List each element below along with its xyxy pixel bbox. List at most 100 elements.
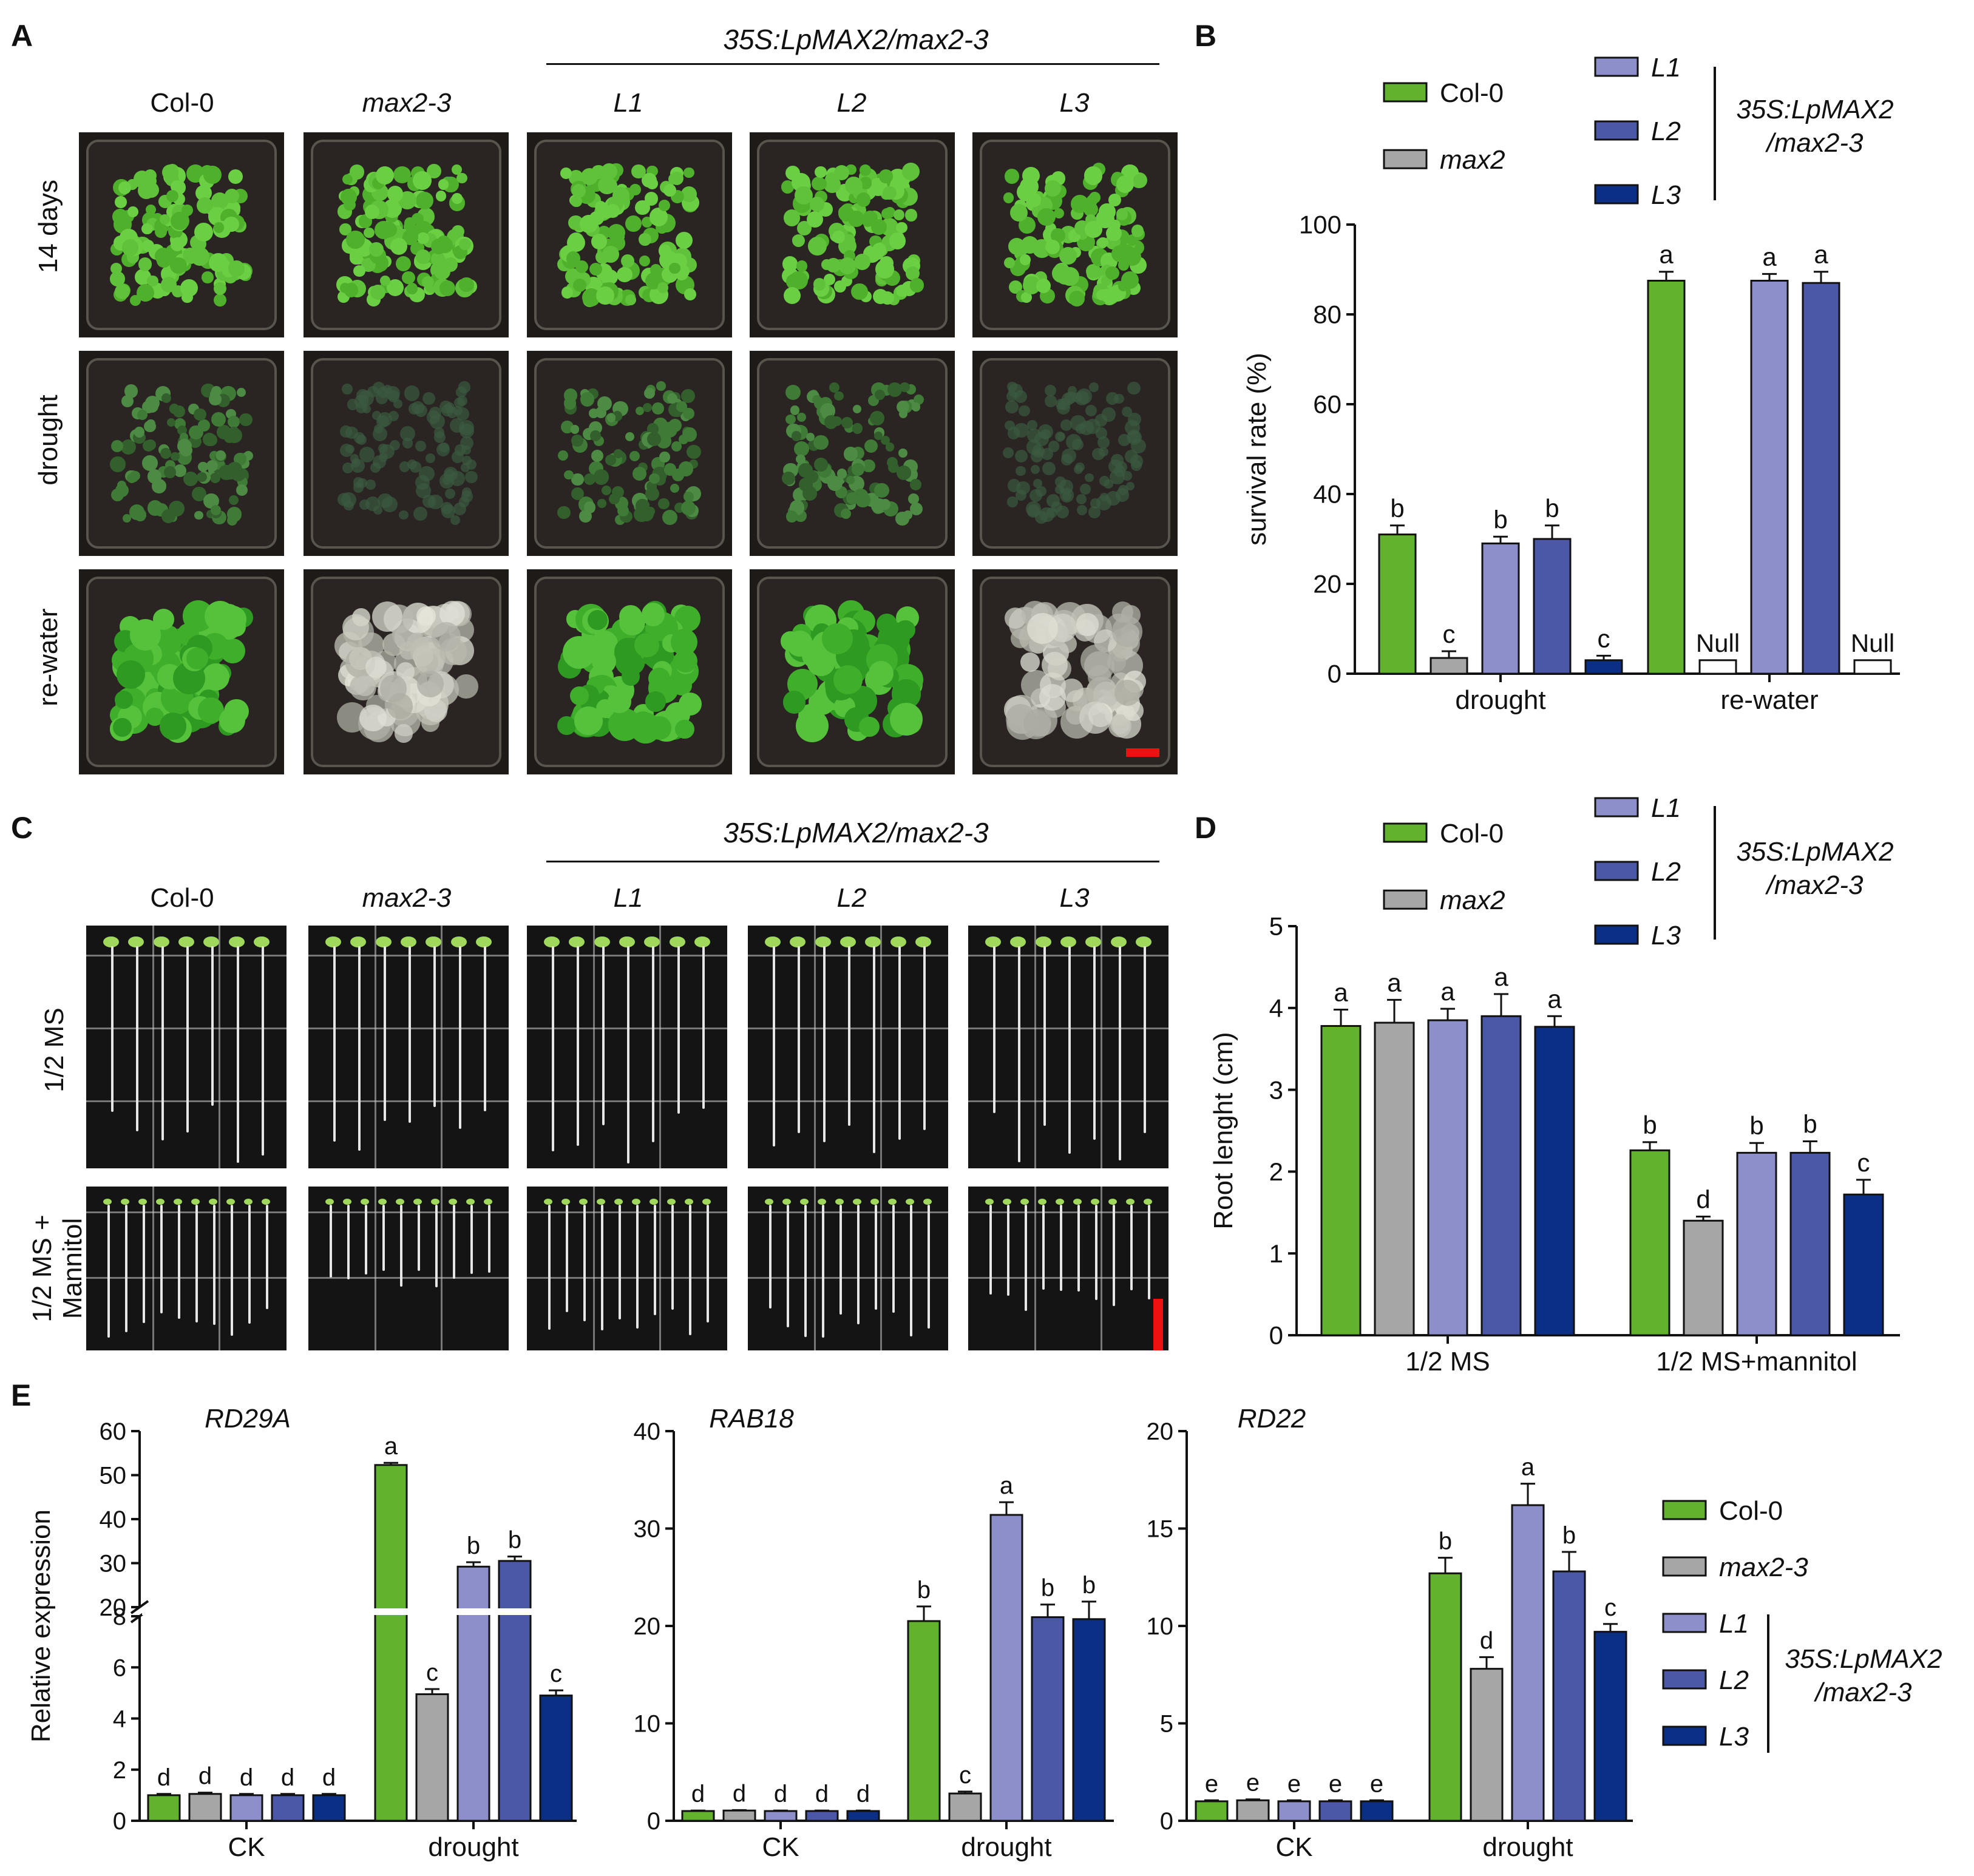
root-plate-row2-col3 — [527, 1187, 727, 1350]
legend-label-L2: L2 — [1651, 117, 1681, 146]
significance-letter-D: c — [1857, 1148, 1870, 1177]
legend-group-label-line1: 35S:LpMAX2 — [1736, 837, 1893, 867]
y-tick-label-E2: 10 — [634, 1711, 661, 1738]
panel-a-group-label: 35S:LpMAX2/max2-3 — [723, 24, 989, 55]
bar-D-Col-0-1/2 MS — [1320, 1024, 1362, 1336]
panel-letter-c: C — [11, 811, 33, 845]
x-category-label-E3: drought — [1482, 1832, 1573, 1862]
legend-swatch-Col-0 — [1383, 822, 1428, 843]
legend-label-Col-0: Col-0 — [1440, 78, 1504, 108]
significance-letter-E3: e — [1205, 1770, 1218, 1797]
bar-E2-L1-drought — [989, 1514, 1023, 1822]
significance-letter-E2: d — [691, 1781, 705, 1807]
panel-c-col-max2-3: max2-3 — [362, 883, 452, 913]
significance-letter-E3: a — [1521, 1454, 1535, 1481]
significance-letter-E3: e — [1370, 1770, 1383, 1797]
plant-photo-row1-col1 — [79, 132, 284, 337]
significance-letter-E3: e — [1329, 1770, 1342, 1797]
y-tick-label-E1: 40 — [100, 1506, 127, 1533]
y-tick-label-E1: 6 — [113, 1654, 126, 1681]
significance-letter-D: a — [1494, 963, 1508, 991]
panel-a-col-col0: Col-0 — [150, 88, 214, 118]
legend-label-L2: L2 — [1719, 1665, 1749, 1695]
bar-E2-Col-0-CK — [681, 1810, 715, 1822]
significance-letter-B: a — [1659, 240, 1674, 269]
significance-letter-E3: e — [1246, 1770, 1260, 1796]
significance-letter-D: a — [1387, 968, 1402, 997]
bar-E2-Col-0-drought — [907, 1620, 941, 1822]
legend-group-label-line2: /max2-3 — [1814, 1678, 1912, 1707]
y-tick-label-E1: 0 — [113, 1808, 126, 1835]
plant-photo-row3-col4 — [750, 569, 955, 774]
y-axis-label-B: survival rate (%) — [1242, 353, 1272, 546]
bar-B-L3-drought — [1584, 659, 1623, 675]
bar-E1-Col-0-CK — [147, 1794, 181, 1822]
bar-E2-L3-drought — [1072, 1618, 1106, 1822]
y-tick-label-D: 4 — [1269, 994, 1283, 1023]
bar-D-L2-1/2 MS — [1480, 1015, 1522, 1336]
bar-D-Col-0-1/2 MS+mannitol — [1629, 1149, 1670, 1336]
significance-letter-D: b — [1803, 1110, 1817, 1139]
bar-D-L3-1/2 MS+mannitol — [1843, 1193, 1884, 1336]
x-category-label-E1: drought — [428, 1832, 518, 1862]
significance-letter-E2: d — [815, 1781, 829, 1807]
y-tick-label-E1: 20 — [100, 1594, 127, 1621]
root-plate-row1-col2 — [308, 926, 509, 1168]
panel-a-col-l1: L1 — [613, 88, 643, 118]
legend-label-max2: max2 — [1440, 145, 1505, 175]
bar-B-L2-drought — [1533, 538, 1572, 675]
legend-label-L3: L3 — [1651, 180, 1681, 210]
root-plate-row2-col1 — [86, 1187, 287, 1350]
significance-letter-E2: c — [959, 1762, 971, 1789]
significance-letter-B: a — [1814, 240, 1828, 269]
root-plate-row2-col4 — [748, 1187, 948, 1350]
significance-letter-E3: b — [1439, 1528, 1452, 1555]
bar-B-L3-re-water — [1853, 659, 1892, 675]
legend-swatch-L1 — [1594, 56, 1639, 77]
bar-E1-Col-0-drought — [374, 1464, 408, 1822]
legend-swatch-L1 — [1594, 797, 1639, 818]
panel-a-col-l3: L3 — [1059, 88, 1090, 118]
bar-B-Col-0-re-water — [1647, 280, 1686, 675]
bar-E1-L2-CK — [271, 1794, 305, 1822]
y-tick-label-D: 2 — [1269, 1157, 1283, 1186]
plant-photo-row1-col3 — [527, 132, 732, 337]
chart-title-E1: RD29A — [205, 1404, 291, 1434]
bar-E2-L3-CK — [846, 1810, 880, 1822]
legend-swatch-L1 — [1662, 1613, 1707, 1633]
bar-E3-max2-3-drought — [1470, 1668, 1504, 1822]
legend-group-label-line2: /max2-3 — [1765, 870, 1864, 900]
significance-letter-E2: b — [1041, 1575, 1054, 1602]
panel-a-col-max2-3: max2-3 — [362, 88, 452, 118]
significance-letter-E1: d — [240, 1764, 253, 1791]
root-plate-row1-col1 — [86, 926, 287, 1168]
legend-swatch-L3 — [1662, 1725, 1707, 1746]
legend-label-L3: L3 — [1719, 1722, 1749, 1752]
significance-letter-E3: e — [1287, 1770, 1301, 1797]
x-category-label-D: 1/2 MS — [1405, 1347, 1490, 1377]
legend-group-label-line1: 35S:LpMAX2 — [1785, 1644, 1942, 1674]
significance-letter-E2: d — [733, 1780, 746, 1807]
panel-c-group-rule — [546, 861, 1159, 862]
y-tick-label-B: 0 — [1328, 660, 1341, 688]
significance-letter-E1: d — [157, 1764, 171, 1791]
plant-photo-row2-col3 — [527, 351, 732, 556]
legend-label-Col-0: Col-0 — [1440, 819, 1504, 848]
legend-swatch-max2 — [1383, 149, 1428, 169]
legend-label-L2: L2 — [1651, 857, 1681, 887]
bar-D-L3-1/2 MS — [1534, 1026, 1575, 1336]
significance-letter-D: a — [1334, 978, 1348, 1006]
y-tick-label-E3: 5 — [1160, 1711, 1173, 1738]
legend-swatch-L3 — [1594, 924, 1639, 945]
legend-swatch-L2 — [1662, 1669, 1707, 1690]
plant-photo-row3-col5 — [972, 569, 1178, 774]
x-category-label-E1: CK — [228, 1832, 265, 1862]
legend-group-label-line1: 35S:LpMAX2 — [1736, 95, 1893, 124]
legend-swatch-L2 — [1594, 861, 1639, 881]
bar-E3-Col-0-CK — [1195, 1800, 1229, 1822]
significance-letter-E2: d — [856, 1781, 870, 1807]
bar-E1-L2-drought — [498, 1560, 532, 1822]
legend-label-Col-0: Col-0 — [1719, 1496, 1783, 1526]
bar-D-L1-1/2 MS — [1427, 1019, 1468, 1336]
